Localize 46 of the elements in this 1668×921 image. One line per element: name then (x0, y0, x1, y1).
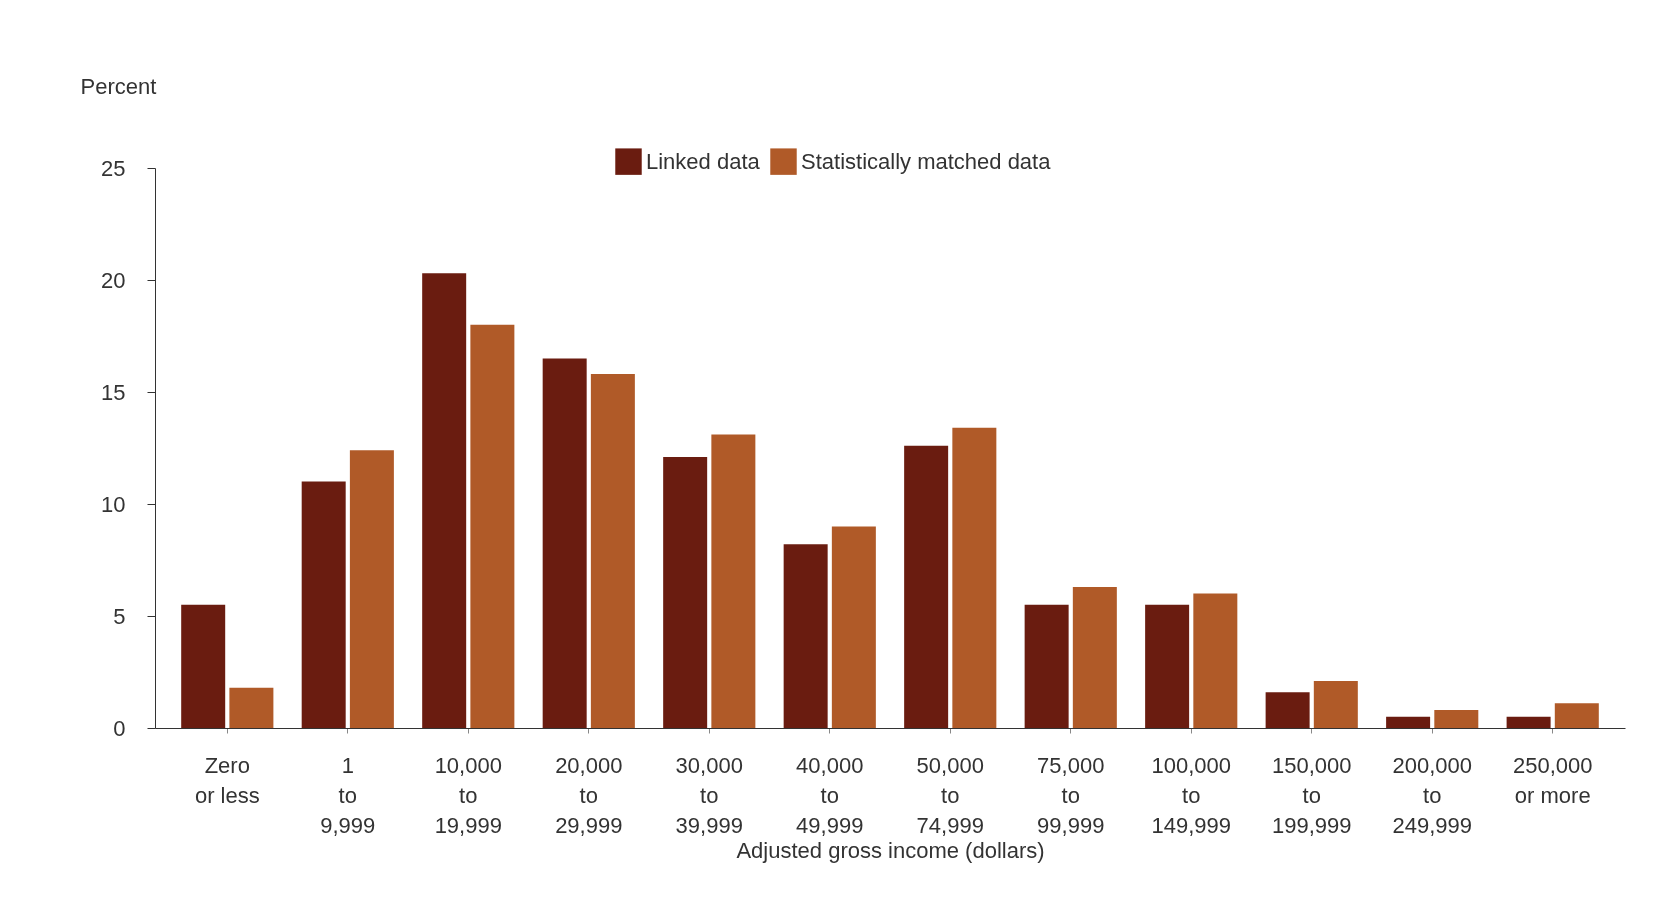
legend-label: Linked data (646, 148, 761, 174)
bar (590, 374, 635, 728)
y-tick-label: 25 (101, 155, 126, 181)
x-axis-title: Adjusted gross income (dollars) (736, 837, 1045, 863)
bar (1265, 692, 1310, 728)
bar (1554, 703, 1599, 728)
x-tick-label: 10,000 to 19,999 (434, 752, 502, 838)
y-tick-label: 10 (101, 491, 126, 517)
x-tick-label: 20,000 to 29,999 (555, 752, 623, 838)
x-tick-label: Zero or less (194, 752, 260, 808)
bar (1024, 604, 1069, 728)
bar (1313, 680, 1358, 728)
bar (783, 544, 828, 728)
bar (470, 324, 515, 728)
y-axis-title: Percent (80, 73, 157, 99)
x-tick-label: 50,000 to 74,999 (916, 752, 984, 838)
x-tick-label: 75,000 to 99,999 (1037, 752, 1105, 838)
bar (663, 456, 708, 728)
bar (181, 604, 226, 728)
bar (1434, 710, 1479, 728)
bar (1506, 716, 1551, 728)
x-tick-label: 200,000 to 249,999 (1392, 752, 1472, 838)
bar (542, 358, 587, 728)
x-tick-label: 1 to 9,999 (320, 752, 376, 838)
bar (422, 273, 467, 728)
bar (831, 526, 876, 728)
legend-label: Statistically matched data (801, 148, 1052, 174)
bar (904, 445, 949, 728)
bar (1386, 716, 1431, 728)
bar (301, 481, 346, 728)
x-tick-label: 250,000 or more (1512, 752, 1593, 808)
x-tick-label: 150,000 to 199,999 (1271, 752, 1352, 838)
bar (1072, 586, 1117, 728)
bar (1145, 604, 1190, 728)
x-tick-label: 40,000 to 49,999 (796, 752, 864, 838)
bar (952, 427, 997, 728)
x-tick-label: 100,000 to 149,999 (1151, 752, 1231, 838)
bar (349, 450, 394, 728)
y-tick-label: 20 (101, 267, 126, 293)
y-tick-label: 0 (113, 715, 126, 741)
x-tick-label: 30,000 to 39,999 (675, 752, 743, 838)
y-tick-label: 5 (113, 603, 126, 629)
bar (1193, 593, 1238, 728)
bar (711, 434, 756, 728)
y-tick-label: 15 (101, 379, 126, 405)
bar (229, 687, 274, 728)
